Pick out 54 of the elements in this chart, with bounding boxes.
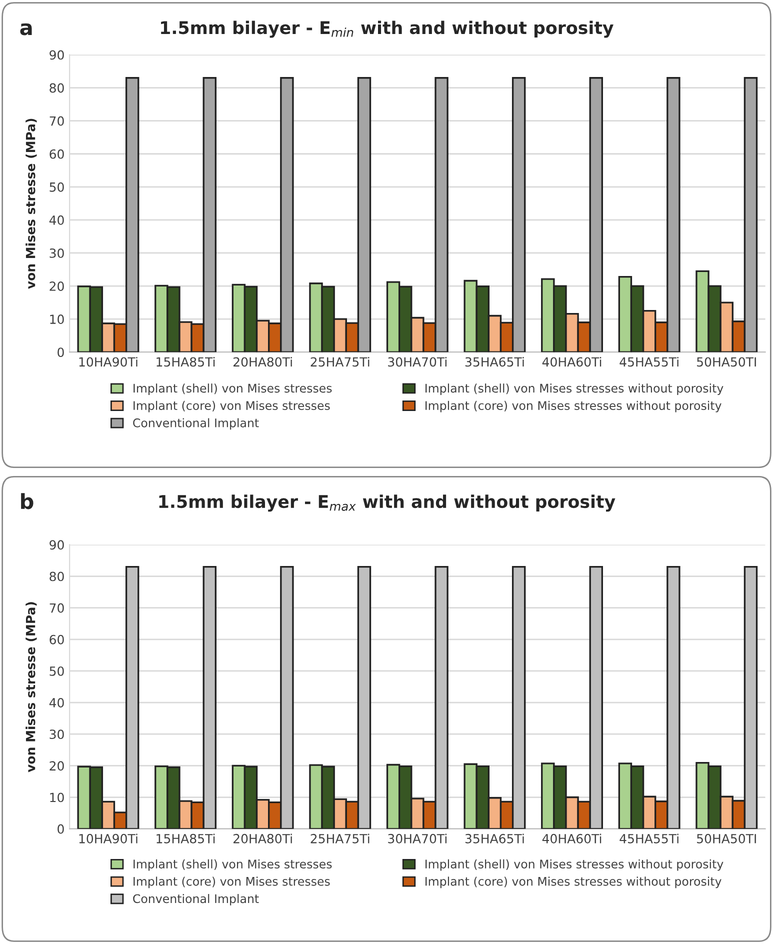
x-tick-label: 50HA50TI	[697, 357, 756, 367]
y-tick-label: 40	[49, 698, 64, 708]
y-tick-label: 30	[50, 248, 64, 258]
x-tick-label: 35HA65Ti	[465, 356, 524, 367]
y-tick-label: 0	[58, 824, 64, 834]
x-tick-label: 25HA75Ti	[310, 834, 370, 844]
chart-title: 1.5mm bilayer - E$_{min}$ with and without porosity	[161, 20, 614, 38]
x-tick-label: 30HA70Ti	[388, 834, 446, 844]
x-tick-label: 45HA55Ti	[620, 834, 678, 844]
x-tick-label: 20HA80Ti	[233, 356, 292, 367]
legend-label: Implant (core) von Mises stresses	[134, 400, 330, 412]
legend-label: Implant (shell) von Mises stresses without porosity	[426, 384, 724, 395]
y-axis-title: von Mises stresse (MPa)	[26, 118, 37, 289]
text: a	[20, 23, 32, 36]
y-axis-title: von Mises stresse (MPa)	[26, 602, 37, 772]
y-tick-label: 70	[50, 116, 64, 126]
legend-label: Implant (core) von Mises stresses without porosity	[426, 876, 722, 888]
y-tick-label: 80	[50, 83, 64, 93]
x-tick-label: 35HA65Ti	[465, 834, 524, 844]
text: b	[21, 493, 34, 510]
y-tick-label: 90	[50, 50, 64, 60]
y-tick-label: 60	[50, 634, 64, 644]
y-tick-label: 0	[58, 348, 64, 358]
legend-label: Implant (shell) von Mises stresses without porosity	[426, 859, 724, 871]
y-tick-label: 20	[50, 282, 64, 291]
legend-label: Implant (shell) von Mises stresses	[134, 859, 332, 871]
y-tick-label: 60	[50, 149, 64, 159]
legend-label: Implant (core) von Mises stresses without porosity	[426, 400, 722, 412]
legend-label: Implant (shell) von Mises stresses	[134, 384, 332, 395]
y-tick-label: 50	[50, 666, 64, 676]
x-tick-label: 40HA60Ti	[542, 356, 602, 367]
x-tick-label: 10HA90Ti	[79, 356, 138, 367]
x-tick-label: 40HA60Ti	[542, 834, 602, 844]
chart-title: 1.5mm bilayer - E$_{max}$ with and without porosity	[159, 494, 616, 512]
y-tick-label: 50	[50, 182, 64, 192]
legend-label: Implant (core) von Mises stresses	[134, 876, 330, 888]
y-tick-label: 70	[50, 603, 64, 613]
y-tick-label: 40	[49, 215, 64, 225]
y-tick-label: 30	[50, 730, 64, 740]
legend-label: Conventional Implant	[133, 894, 259, 906]
x-tick-label: 10HA90Ti	[79, 834, 138, 844]
legend-label: Conventional Implant	[133, 418, 259, 430]
x-tick-label: 15HA85Ti	[156, 356, 215, 367]
y-tick-label: 10	[50, 792, 64, 802]
x-tick-label: 20HA80Ti	[233, 834, 292, 844]
x-tick-label: 15HA85Ti	[156, 834, 215, 844]
x-tick-label: 50HA50TI	[697, 834, 756, 844]
x-tick-label: 30HA70Ti	[388, 356, 446, 367]
x-tick-label: 25HA75Ti	[310, 356, 370, 367]
x-tick-label: 45HA55Ti	[620, 356, 678, 367]
y-tick-label: 20	[50, 761, 64, 771]
y-tick-label: 90	[50, 540, 64, 550]
y-tick-label: 80	[50, 572, 64, 582]
y-tick-label: 10	[50, 314, 64, 324]
